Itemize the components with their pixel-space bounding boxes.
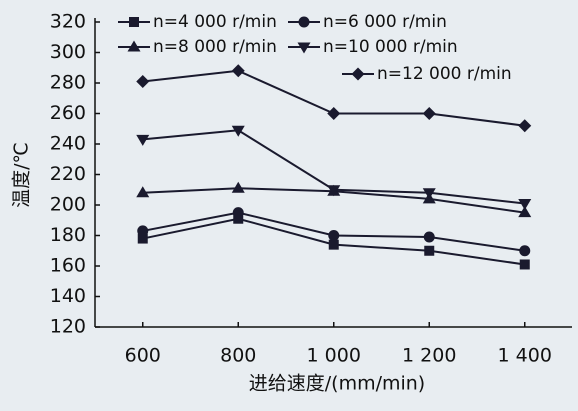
marker (351, 67, 365, 81)
x-tick-label: 1 200 (402, 345, 456, 367)
x-axis-title: 进给速度/(mm/min) (249, 373, 425, 395)
marker (328, 239, 339, 250)
marker (327, 185, 341, 197)
marker (136, 134, 150, 146)
marker (137, 225, 149, 237)
y-tick-label: 140 (50, 285, 86, 307)
y-tick-label: 280 (50, 72, 86, 94)
y-tick-label: 240 (50, 133, 86, 155)
y-tick-label: 200 (50, 194, 86, 216)
marker (327, 107, 341, 120)
x-tick-label: 800 (220, 345, 256, 367)
marker (424, 245, 435, 256)
marker (232, 207, 244, 219)
marker (297, 42, 311, 54)
legend-label: n=6 000 r/min (323, 12, 447, 32)
marker (231, 125, 245, 137)
x-tick-label: 600 (125, 345, 161, 367)
marker (136, 74, 150, 88)
x-tick-label: 1 000 (307, 345, 361, 367)
y-tick-label: 120 (50, 316, 86, 338)
marker (137, 233, 148, 244)
y-tick-label: 220 (50, 163, 86, 185)
marker (519, 259, 530, 270)
legend-label: n=10 000 r/min (323, 37, 458, 57)
y-tick-label: 180 (50, 224, 86, 246)
marker (129, 17, 139, 27)
marker (423, 231, 435, 243)
marker (518, 198, 532, 210)
marker (298, 16, 310, 28)
y-tick-label: 160 (50, 255, 86, 277)
marker (127, 40, 141, 52)
marker (328, 230, 340, 241)
y-axis-title: 温度/℃ (11, 142, 33, 208)
marker (231, 181, 245, 193)
marker (519, 245, 531, 257)
y-tick-label: 320 (50, 11, 86, 33)
y-tick-label: 260 (50, 102, 86, 124)
marker (518, 119, 532, 133)
x-tick-label: 1 400 (498, 345, 552, 367)
legend-label: n=8 000 r/min (153, 37, 277, 57)
legend-label: n=12 000 r/min (377, 64, 512, 84)
marker (136, 186, 150, 198)
marker (518, 206, 532, 218)
marker (422, 188, 436, 200)
marker (233, 213, 244, 224)
legend-label: n=4 000 r/min (153, 12, 277, 32)
marker (422, 107, 436, 120)
y-tick-label: 300 (50, 41, 86, 63)
marker (231, 64, 245, 78)
